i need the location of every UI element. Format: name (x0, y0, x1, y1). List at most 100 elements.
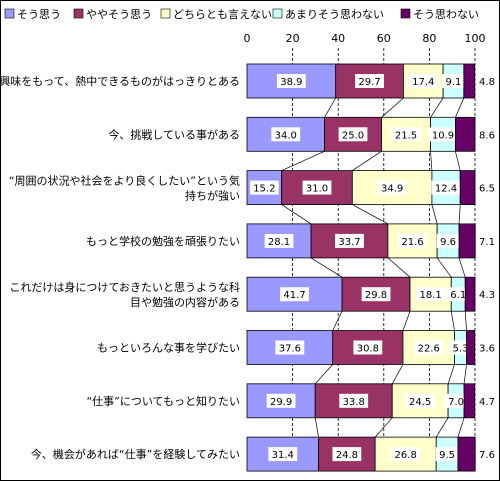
legend-label-5: そう思わない (413, 8, 479, 21)
value-label-r7-s3: 24.5 (409, 397, 431, 408)
value-label-r6-s2: 30.8 (357, 344, 379, 355)
category-label-4: もっと学校の勉強を頑張りたい (86, 234, 240, 248)
value-box-r8-s1 (268, 447, 298, 462)
bar-r4-s1 (246, 223, 312, 259)
x-axis: 0 20 40 60 80 100 (244, 32, 486, 45)
bar-r8-s5 (457, 436, 476, 472)
value-label-r3-s2: 31.0 (306, 184, 328, 195)
value-box-r3-s4 (431, 180, 461, 195)
connector-r7-b1 (314, 417, 319, 438)
connector-r3-b3 (431, 204, 438, 224)
value-label-r6-s1: 37.6 (279, 344, 301, 355)
legend-swatch-4 (272, 8, 283, 19)
value-label-r1-s1: 38.9 (280, 77, 302, 88)
category-label-6: もっといろんな事を学びたい (97, 341, 240, 355)
connector-r7-b4 (457, 417, 465, 438)
connector-r1-b3 (430, 97, 444, 118)
value-box-r3-s2 (302, 180, 332, 195)
value-label-r2-s2: 25.0 (342, 130, 364, 141)
category-label-3-line-1: “周囲の状況や社会をより良くしたい”という気 (9, 174, 240, 188)
value-label-r8-s2: 24.8 (336, 450, 358, 461)
value-box-r7-s4 (444, 393, 468, 408)
x-tick-label-80: 80 (422, 32, 436, 45)
value-label-r5-s1: 41.7 (283, 290, 305, 301)
connector-r4-b2 (387, 257, 411, 278)
value-box-r6-s1 (275, 340, 305, 355)
bar-r2-s2 (324, 116, 382, 152)
value-label-r4-s3: 21.6 (401, 237, 423, 248)
value-label-r3-s1: 15.2 (253, 184, 275, 195)
value-label-r4-s1: 28.1 (268, 237, 290, 248)
value-box-r5-s2 (361, 287, 391, 302)
category-label-5-line-2: 目や勉強の内容がある (130, 295, 240, 309)
value-label-r1-s2: 29.7 (358, 77, 380, 88)
connector-r4-b3 (436, 257, 452, 278)
value-box-r2-s1 (271, 127, 301, 142)
value-label-r7-s4: 7.0 (448, 397, 464, 408)
value-box-r8-s4 (435, 447, 459, 462)
legend-label-2: ややそう思う (86, 8, 152, 21)
connector-r5-b2 (402, 311, 411, 331)
connector-r4-b4 (458, 257, 466, 278)
value-label-r8-s5: 7.6 (479, 450, 495, 461)
bar-r1-s5 (463, 63, 476, 99)
category-label-2: 今、挑戦している事がある (108, 127, 240, 141)
legend-label-1: そう思う (17, 8, 61, 21)
connector-r5-b3 (450, 311, 455, 331)
value-box-r6-s2 (353, 340, 383, 355)
connector-r2-b3 (430, 151, 433, 171)
value-box-r8-s2 (332, 447, 362, 462)
value-label-r4-s5: 7.1 (479, 237, 495, 248)
value-label-r2-s3: 21.5 (395, 130, 417, 141)
legend-swatch-3 (160, 8, 171, 19)
legend: そう思う ややそう思う どちらとも言えない あまりそう思わない そう思わない (4, 8, 479, 21)
value-label-r5-s3: 18.1 (420, 290, 442, 301)
category-label-3-line-2: 持ちが強い (185, 189, 240, 203)
connector-r2-b1 (281, 150, 325, 171)
legend-label-4: あまりそう思わない (285, 8, 384, 21)
connector-r2-b2 (352, 151, 382, 171)
value-box-r1-s3 (408, 74, 438, 88)
value-label-r5-s4: 6.1 (450, 290, 466, 301)
bar-r2-s5 (454, 116, 476, 152)
value-label-r5-s5: 4.3 (479, 290, 495, 301)
value-box-r5-s1 (280, 287, 309, 302)
connector-r2-b4 (455, 151, 461, 171)
value-box-r8-s3 (391, 447, 421, 462)
value-box-r4-s2 (335, 233, 364, 248)
connector-r3-b1 (281, 204, 312, 225)
series-connector-lines (281, 97, 467, 438)
x-tick-label-40: 40 (331, 32, 345, 45)
connector-r7-b2 (374, 417, 393, 438)
x-tick-label-60: 60 (377, 32, 391, 45)
connector-r3-b4 (458, 204, 461, 224)
bar-r7-s5 (463, 383, 476, 419)
value-box-r2-s4 (428, 127, 458, 142)
connector-r6-b3 (447, 364, 455, 384)
value-box-r4-s3 (398, 233, 427, 248)
value-box-r4-s1 (264, 233, 294, 248)
connector-r6-b4 (463, 364, 467, 384)
value-label-r7-s5: 4.7 (479, 397, 495, 408)
connector-r5-b4 (464, 311, 467, 331)
value-box-r7-s2 (339, 393, 369, 408)
x-tick-label-0: 0 (244, 32, 251, 45)
category-label-5-line-1: これだけは身につけておきたいと思うような科 (9, 280, 240, 294)
value-box-r1-s1 (276, 74, 306, 88)
connector-r4-b1 (310, 257, 343, 278)
value-label-r7-s2: 33.8 (343, 397, 365, 408)
bars: 38.9 29.7 17.4 9.1 4.8 34.0 25.0 21.5 10.9 8.6 15.… (246, 63, 495, 472)
value-label-r7-s1: 29.9 (270, 397, 292, 408)
value-box-r5-s3 (416, 287, 446, 302)
value-box-r4-s4 (436, 233, 460, 248)
value-box-r3-s3 (377, 180, 407, 195)
legend-label-3: どちらとも言えない (173, 8, 272, 21)
bar-r3-s5 (459, 170, 476, 206)
value-label-r6-s4: 5.3 (453, 344, 469, 355)
value-box-r2-s2 (338, 127, 368, 142)
value-label-r3-s3: 34.9 (381, 184, 403, 195)
category-label-7: “仕事”についてもっと知りたい (86, 394, 240, 408)
x-tick-label-20: 20 (286, 32, 300, 45)
connector-r3-b2 (352, 204, 389, 225)
value-label-r3-s5: 6.5 (479, 184, 495, 195)
